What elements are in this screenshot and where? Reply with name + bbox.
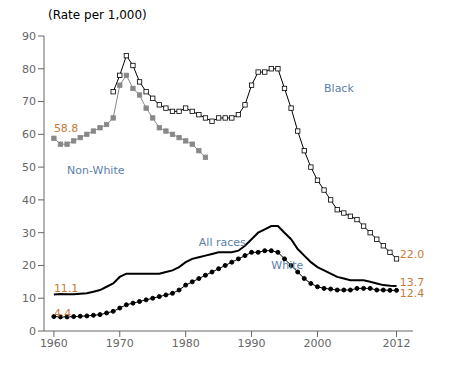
svg-text:All races: All races xyxy=(199,236,246,249)
html-text:(Rate per 1,000): (Rate per 1,000) xyxy=(48,8,147,22)
svg-text:58.8: 58.8 xyxy=(54,122,78,135)
svg-text:11.1: 11.1 xyxy=(54,282,78,295)
svg-text:2000: 2000 xyxy=(303,337,331,350)
svg-text:13.7: 13.7 xyxy=(399,275,425,289)
svg-text:0: 0 xyxy=(29,325,36,338)
svg-text:2012: 2012 xyxy=(383,337,411,350)
svg-text:50: 50 xyxy=(22,161,36,174)
svg-text:4.4: 4.4 xyxy=(54,307,71,320)
svg-text:12.4: 12.4 xyxy=(400,287,425,300)
svg-text:70: 70 xyxy=(22,95,36,108)
svg-text:60: 60 xyxy=(22,128,36,141)
svg-text:1970: 1970 xyxy=(106,337,134,350)
svg-text:Black: Black xyxy=(324,82,354,95)
svg-text:1960: 1960 xyxy=(40,337,68,350)
svg-text:1980: 1980 xyxy=(172,337,200,350)
svg-text:20: 20 xyxy=(22,259,36,272)
svg-text:White: White xyxy=(271,259,303,272)
svg-text:40: 40 xyxy=(22,194,36,207)
svg-text:10: 10 xyxy=(22,292,36,305)
svg-text:Non-White: Non-White xyxy=(67,164,125,177)
svg-text:30: 30 xyxy=(22,227,36,240)
svg-text:80: 80 xyxy=(22,63,36,76)
svg-text:22.0: 22.0 xyxy=(400,248,425,261)
svg-text:90: 90 xyxy=(22,30,36,43)
svg-text:1990: 1990 xyxy=(238,337,266,350)
